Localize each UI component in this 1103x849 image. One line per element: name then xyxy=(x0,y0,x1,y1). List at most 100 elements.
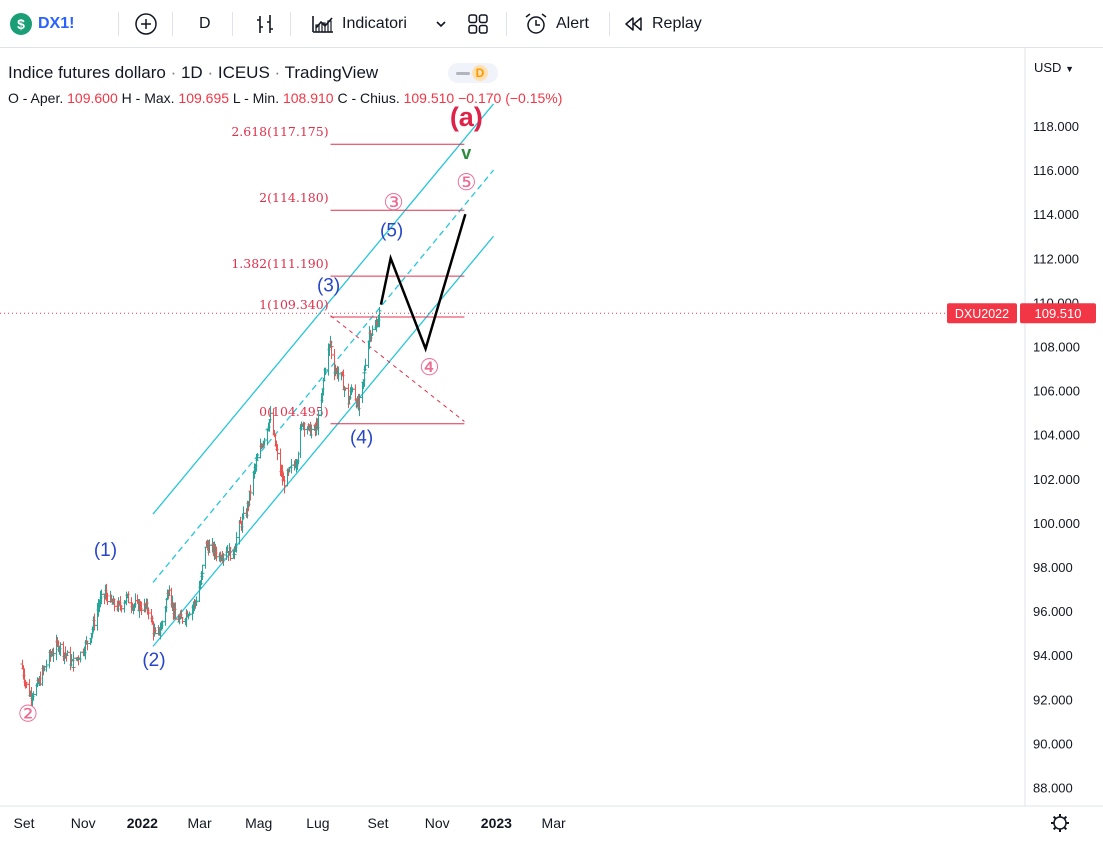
replay-icon xyxy=(625,17,642,31)
gear-icon-tooth xyxy=(1063,815,1068,820)
price-axis: 88.000 90.000 92.000 94.000 96.000 98.000 100.… xyxy=(1033,119,1080,796)
indicators-label: Indicatori xyxy=(342,15,407,32)
price-tick-label: 104.000 xyxy=(1033,428,1080,443)
time-axis: Set Nov 2022 Mar Mag Lug Set Nov 2023 Mar xyxy=(13,815,566,831)
gear-icon[interactable] xyxy=(1051,814,1069,832)
indicators-button[interactable]: Indicatori xyxy=(310,0,407,48)
ohlc-bar xyxy=(180,616,185,624)
chevron-down-icon: ▼ xyxy=(1065,64,1074,74)
indicators-icon xyxy=(312,16,333,33)
price-tick-label: 118.000 xyxy=(1033,119,1079,134)
top-toolbar: $ DX1! D Indicatori Alert Replay xyxy=(0,0,1103,48)
price-tag-label: 109.510 xyxy=(1035,306,1082,321)
price-tick-label: 102.000 xyxy=(1033,472,1080,487)
time-tick-label: Mag xyxy=(245,815,272,831)
alarm-clock-icon xyxy=(525,13,547,34)
toolbar-divider xyxy=(506,12,507,36)
chart-legend-title: Indice futures dollaro · 1D · ICEUS · Tr… xyxy=(8,63,378,83)
price-tick-label: 96.000 xyxy=(1033,604,1073,619)
time-tick-label: Mar xyxy=(542,815,566,831)
fib-trend-line xyxy=(330,315,465,422)
ohlc-bar xyxy=(370,325,375,337)
time-tick-label: Nov xyxy=(425,815,450,831)
legend-separator: · xyxy=(170,63,177,82)
symbol-tag-label: DXU2022 xyxy=(955,307,1009,321)
symbol-tag-bg xyxy=(947,303,1017,324)
legend-interval: 1D xyxy=(180,63,203,82)
toolbar-divider xyxy=(172,12,173,36)
fib-level-label: 2.618(117.175) xyxy=(231,124,328,139)
currency-selector[interactable]: USD ▼ xyxy=(1034,60,1074,75)
symbol-search-button[interactable]: $ DX1! xyxy=(10,0,74,48)
price-chart[interactable]: 88.000 90.000 92.000 94.000 96.000 98.000 100.… xyxy=(0,48,1103,849)
wave-label: ② xyxy=(18,700,39,726)
time-tick-label: Lug xyxy=(306,815,329,831)
legend-source: TradingView xyxy=(284,63,379,82)
projection-path xyxy=(379,213,467,353)
wave-label: ④ xyxy=(419,354,440,380)
ohlc-bar xyxy=(78,651,83,663)
time-tick-label: Set xyxy=(368,815,389,831)
close-value: 109.510 xyxy=(403,90,455,106)
channel-lower-line xyxy=(152,235,494,647)
wave-label: (a) xyxy=(450,102,483,132)
ohlc-bar xyxy=(377,307,382,328)
interval-button[interactable]: D xyxy=(199,0,211,48)
time-tick-label: Nov xyxy=(71,815,96,831)
wave-label: (2) xyxy=(142,650,165,671)
low-value: 108.910 xyxy=(282,90,334,106)
layout-button[interactable] xyxy=(466,0,490,48)
chevron-down-icon xyxy=(436,21,446,28)
fib-level-label: 2(114.180) xyxy=(259,190,328,205)
bar-style-icon xyxy=(257,15,273,33)
wave-label: ⑤ xyxy=(456,169,477,195)
last-price-tags: DXU2022 109.510 xyxy=(947,303,1096,324)
wave-label: v xyxy=(461,143,471,163)
time-tick-label: Mar xyxy=(188,815,212,831)
toolbar-divider xyxy=(118,12,119,36)
add-symbol-button[interactable] xyxy=(134,0,158,48)
wave-label: (3) xyxy=(317,275,340,296)
dollar-icon: $ xyxy=(10,13,32,35)
high-label: H - Max. xyxy=(121,90,175,106)
price-tick-label: 92.000 xyxy=(1033,692,1073,707)
replay-button[interactable]: Replay xyxy=(622,0,702,48)
price-tick-label: 112.000 xyxy=(1033,251,1079,266)
price-tag-bg xyxy=(1020,303,1096,324)
instrument-name: Indice futures dollaro xyxy=(8,63,166,82)
low-label: L - Min. xyxy=(232,90,280,106)
fib-level-label: 1(109.340) xyxy=(259,297,328,312)
price-tick-label: 108.000 xyxy=(1033,340,1080,355)
eye-hidden-icon xyxy=(456,72,470,75)
price-tick-label: 100.000 xyxy=(1033,516,1080,531)
high-value: 109.695 xyxy=(178,90,230,106)
fib-level-label: 0(104.495) xyxy=(259,404,328,419)
currency-label: USD xyxy=(1034,60,1062,75)
close-label: C - Chius. xyxy=(337,90,400,106)
change-percent: (−0.15%) xyxy=(505,90,563,106)
visibility-toggle[interactable]: D xyxy=(448,63,498,83)
fib-level-label: 1.382(111.190) xyxy=(231,256,328,271)
legend-separator: · xyxy=(274,63,281,82)
legend-separator: · xyxy=(207,63,214,82)
channel-mid-line xyxy=(152,169,494,583)
toolbar-divider xyxy=(609,12,610,36)
replay-label: Replay xyxy=(652,15,702,32)
price-tick-label: 106.000 xyxy=(1033,384,1080,399)
price-tick-label: 98.000 xyxy=(1033,560,1073,575)
dividends-badge: D xyxy=(472,65,488,81)
wave-label: ③ xyxy=(383,189,404,215)
interval-label: D xyxy=(199,15,211,32)
alert-label: Alert xyxy=(556,15,589,32)
plus-circle-icon xyxy=(135,13,157,35)
alert-button[interactable]: Alert xyxy=(523,0,589,48)
legend-exchange: ICEUS xyxy=(217,63,270,82)
price-tick-label: 90.000 xyxy=(1033,736,1073,751)
gear-icon-tooth xyxy=(1052,826,1057,831)
chart-style-button[interactable] xyxy=(253,0,277,48)
time-tick-label: Set xyxy=(13,815,34,831)
toolbar-divider xyxy=(232,12,233,36)
wave-label: (1) xyxy=(94,540,117,561)
price-tick-label: 114.000 xyxy=(1033,207,1079,222)
indicators-dropdown-button[interactable] xyxy=(434,0,448,48)
